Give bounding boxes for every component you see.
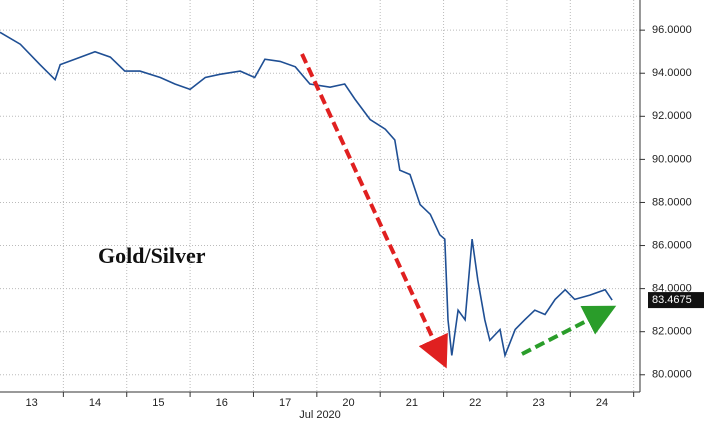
x-axis-label: Jul 2020 (299, 409, 341, 421)
x-tick-label: 21 (406, 397, 418, 409)
x-tick-label: 17 (279, 397, 291, 409)
x-tick-label: 14 (89, 397, 101, 409)
x-tick-label: 16 (216, 397, 228, 409)
y-tick-label: 86.0000 (652, 239, 692, 251)
last-value-tag (648, 292, 704, 309)
y-tick-label: 84.0000 (652, 283, 692, 295)
y-tick-label: 82.0000 (652, 326, 692, 338)
series-line (0, 31, 613, 359)
x-tick-label: 13 (26, 397, 38, 409)
x-tick-label: 23 (532, 397, 544, 409)
y-tick-label: 80.0000 (652, 369, 692, 381)
annotation: Gold/Silver (98, 243, 206, 268)
x-tick-label: 15 (152, 397, 164, 409)
last-value-label: 83.4675 (652, 294, 692, 306)
x-tick-label: 24 (596, 397, 608, 409)
y-tick-label: 88.0000 (652, 196, 692, 208)
y-tick-label: 96.0000 (652, 24, 692, 36)
green-arrow (521, 305, 617, 356)
y-tick-label: 90.0000 (652, 153, 692, 165)
x-tick-label: 22 (469, 397, 481, 409)
y-tick-label: 94.0000 (652, 67, 692, 79)
x-tick-label: 20 (342, 397, 354, 409)
y-tick-label: 92.0000 (652, 110, 692, 122)
red-arrow (300, 53, 448, 369)
